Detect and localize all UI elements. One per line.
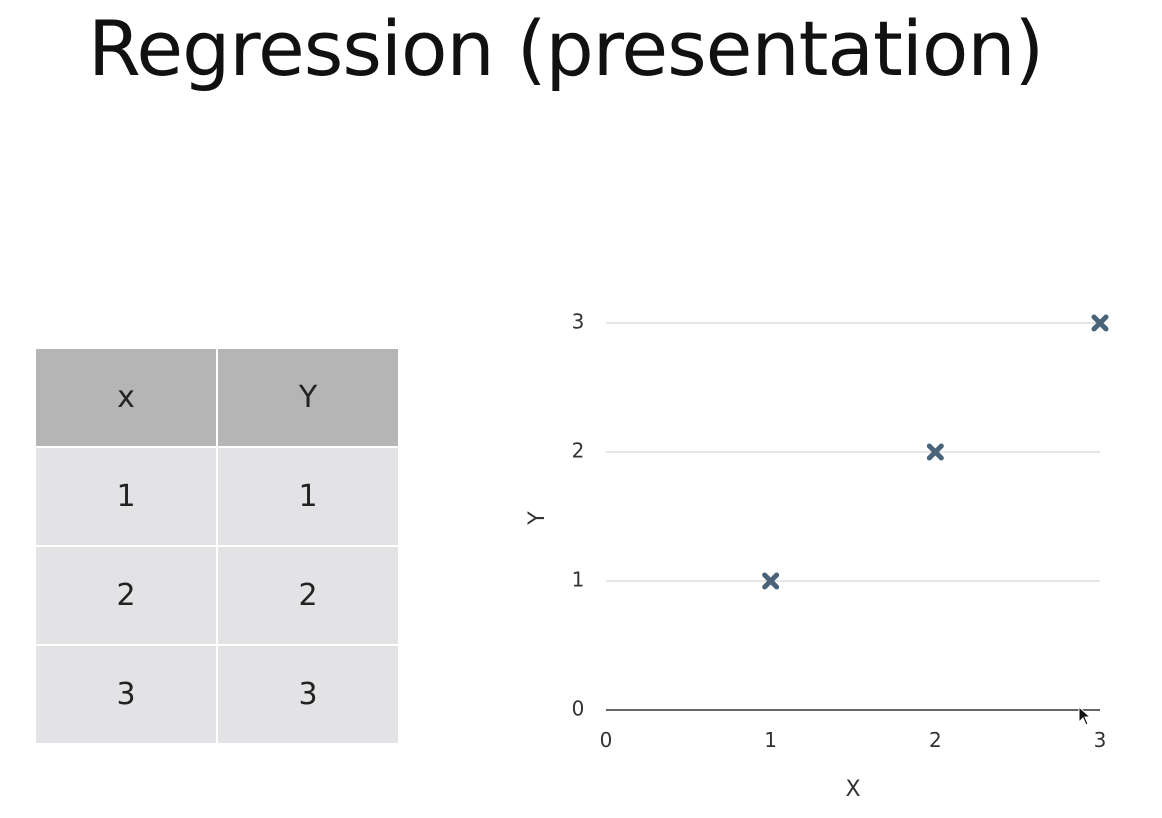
table-cell: 1 (216, 446, 398, 547)
table-cell: 1 (36, 446, 218, 547)
y-tick-label: 1 (572, 568, 585, 592)
data-point (762, 572, 780, 590)
table-header-x: x (36, 349, 218, 448)
x-tick-label: 3 (1094, 728, 1107, 752)
table-cell: 3 (216, 644, 398, 743)
x-axis-label: X (845, 777, 860, 802)
x-tick-label: 2 (929, 728, 942, 752)
data-point-stroke (762, 572, 780, 590)
y-axis-label: Y (525, 511, 550, 526)
data-table: x Y 1 1 2 2 3 3 (36, 349, 398, 743)
y-tick-label: 0 (572, 697, 585, 721)
mouse-cursor-icon (1078, 706, 1092, 726)
table-row: 3 3 (36, 644, 398, 743)
table-cell: 3 (36, 644, 218, 743)
x-tick-label: 1 (764, 728, 777, 752)
table-row: 1 1 (36, 446, 398, 547)
table-cell: 2 (216, 545, 398, 646)
table-header-row: x Y (36, 349, 398, 448)
slide-title: Regression (presentation) (88, 4, 1044, 93)
data-point (926, 443, 944, 461)
table-row: 2 2 (36, 545, 398, 646)
table-header-y: Y (216, 349, 398, 448)
data-point-stroke (1091, 314, 1109, 332)
y-tick-label: 3 (572, 310, 585, 334)
data-point-stroke (926, 443, 944, 461)
table-cell: 2 (36, 545, 218, 646)
y-tick-label: 2 (572, 439, 585, 463)
data-point (1091, 314, 1109, 332)
x-tick-label: 0 (600, 728, 613, 752)
